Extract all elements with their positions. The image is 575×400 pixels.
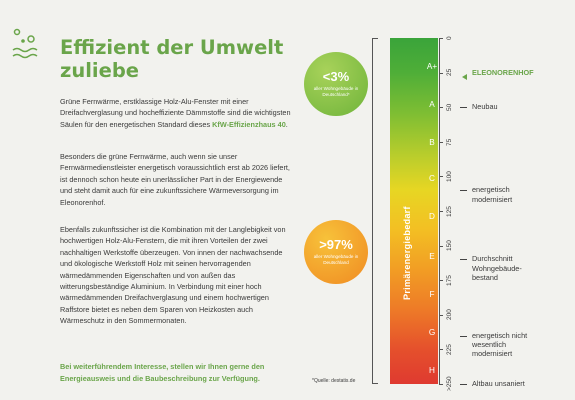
page-title: Effizient der Umwelt zuliebe xyxy=(60,36,284,82)
scale-tick xyxy=(439,38,443,39)
scale-tick xyxy=(439,245,443,247)
scale-tick xyxy=(439,107,443,109)
eleonorenhof-annotation: ELEONORENHOF xyxy=(472,67,534,77)
annotation-marker xyxy=(460,335,467,337)
scale-title: Primärenergiebedarf xyxy=(402,206,412,300)
energy-class-label: A xyxy=(429,100,435,109)
energy-class-label: B xyxy=(429,138,435,147)
scale-tick-label: 175 xyxy=(446,274,453,286)
scale-tick-label: 25 xyxy=(446,69,453,77)
annotation-label: Neubau xyxy=(472,102,498,112)
fenster-paragraph: Ebenfalls zukunftssicher ist die Kombina… xyxy=(60,225,286,326)
annotation-marker xyxy=(460,259,467,261)
intro-paragraph: Grüne Fernwärme, erstklassige Holz-Alu-F… xyxy=(60,97,291,129)
stat-circle-inefficient: >97% aller Wohngebäude in Deutschland xyxy=(304,220,368,284)
scale-tick-label: 0 xyxy=(446,36,453,40)
scale-tick xyxy=(439,349,443,351)
annotation-marker xyxy=(460,107,467,109)
scale-tick-label: 200 xyxy=(446,309,453,321)
call-to-action: Bei weiterführendem Interesse, stellen w… xyxy=(60,362,265,383)
stat-value: >97% xyxy=(319,237,353,253)
fernwaerme-paragraph: Besonders die grüne Fernwärme, auch wenn… xyxy=(60,152,290,207)
source-note: *Quelle: destatis.de xyxy=(312,378,356,384)
scale-tick xyxy=(439,211,443,212)
annotation-label: energetisch modernisiert xyxy=(472,185,513,204)
energy-class-label: A+ xyxy=(426,62,438,71)
leaf-wave-logo-icon xyxy=(12,28,38,59)
stat-label: aller Wohngebäude in Deutschland xyxy=(313,254,359,265)
energy-class-label: H xyxy=(429,366,435,375)
scale-tick-label: 225 xyxy=(446,344,453,355)
scale-tick-label: >250 xyxy=(446,376,453,392)
scale-tick xyxy=(439,72,443,74)
annotation-label: Altbau unsaniert xyxy=(472,379,525,388)
scale-tick xyxy=(439,314,443,316)
stat-label: aller Wohngebäude in Deutschland* xyxy=(313,86,359,97)
scale-tick xyxy=(439,176,443,178)
annotation-marker xyxy=(460,384,467,385)
energy-class-label: D xyxy=(429,212,435,221)
kfw-highlight: KfW-Effizienzhaus 40 xyxy=(212,119,286,129)
scale-tick-label: 50 xyxy=(446,103,453,111)
scale-tick xyxy=(439,280,443,282)
energy-class-label: E xyxy=(429,252,435,261)
annotation-label: energetisch nicht wesentlich modernisier… xyxy=(472,330,528,359)
annotation-label: Durchschnitt Wohngebäude-bestand xyxy=(472,254,522,283)
annotation-marker xyxy=(460,190,467,192)
scale-tick-label: 75 xyxy=(446,138,453,146)
energy-class-label: G xyxy=(428,328,436,337)
stat-circle-efficient: <3% aller Wohngebäude in Deutschland* xyxy=(304,52,368,116)
scale-tick xyxy=(439,141,443,143)
scale-tick xyxy=(439,384,443,385)
scale-bracket xyxy=(372,38,378,384)
scale-tick-label: 125 xyxy=(446,205,453,217)
stat-value: <3% xyxy=(322,69,350,85)
energy-class-label: F xyxy=(429,290,435,299)
energy-scale-bar xyxy=(390,38,438,384)
pointer-arrow-icon xyxy=(462,74,467,80)
energy-class-label: C xyxy=(429,174,435,183)
scale-tick-label: 100 xyxy=(446,171,453,182)
scale-tick-label: 150 xyxy=(446,240,453,252)
